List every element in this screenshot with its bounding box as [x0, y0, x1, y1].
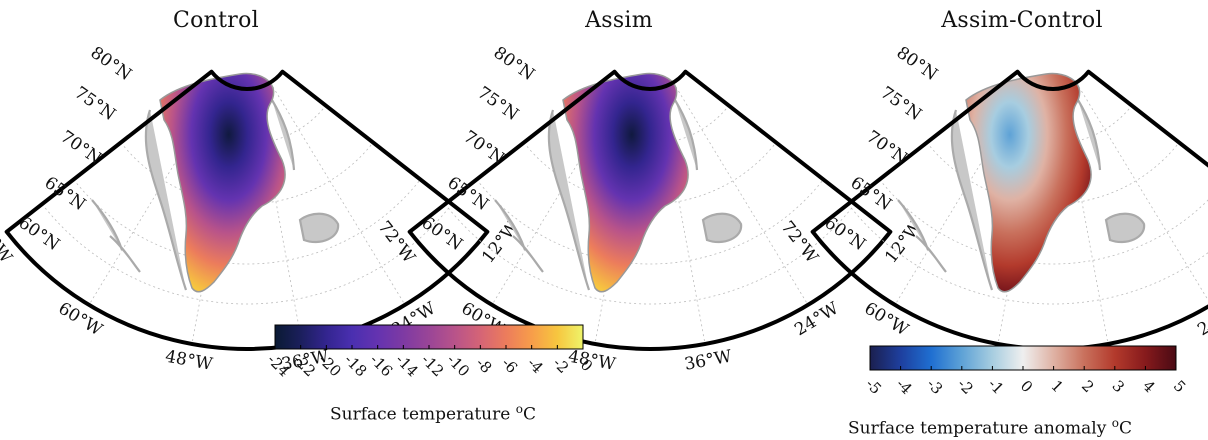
meridian-line	[491, 82, 628, 306]
ice-sheet	[562, 72, 689, 293]
colorbar-tick-label: -5	[862, 375, 885, 398]
colorbar-tick-label: -18	[341, 351, 371, 381]
colorbar-tick-label: 4	[1139, 377, 1158, 396]
colorbar-label-temperature-text: Surface temperature	[330, 404, 511, 425]
meridian-line	[657, 88, 706, 345]
meridian-line	[894, 82, 1031, 306]
colorbar-tick-label: -4	[893, 375, 916, 398]
colorbar-tick-label: -16	[366, 351, 396, 381]
colorbar-tick-label: -1	[984, 375, 1007, 398]
colorbar-label-anomaly-text: Surface temperature anomaly	[848, 418, 1107, 439]
colorbar-0: -24-22-20-18-16-14-12-10 -8 -6 -4 -2 0	[264, 324, 596, 381]
colorbar-tick-label: -6	[498, 354, 521, 377]
panel-title-assim-control: Assim-Control	[941, 8, 1103, 33]
colorbar-tick-label: -24	[264, 351, 294, 381]
colorbar-label-anomaly: Surface temperature anomaly oC	[848, 416, 1132, 439]
colorbar-tick-label: -20	[315, 351, 345, 381]
colorbar-tick-label: 0	[1017, 377, 1036, 396]
colorbar-label-temperature-unit: C	[522, 404, 536, 425]
colorbar-tick-label: 2	[1078, 377, 1097, 396]
coastline	[91, 99, 340, 291]
meridian-line	[88, 82, 225, 306]
colorbar-tick-label: -4	[524, 354, 547, 377]
colorbar-tick-label: -12	[418, 351, 448, 381]
colorbar-1: -5 -4 -3 -2 -1 0 1 2 3 4 5	[862, 345, 1189, 398]
colorbar-tick-label: 1	[1047, 377, 1066, 396]
meridian-line	[269, 82, 406, 306]
meridian-line	[254, 88, 303, 345]
colorbar-tick-label: -2	[549, 354, 572, 377]
coastline	[494, 99, 743, 291]
colorbar-label-anomaly-unit: C	[1118, 418, 1132, 439]
colorbar-label-temperature-sup: o	[515, 402, 523, 416]
colorbar-tick-label: -2	[954, 375, 977, 398]
colorbar-tick-label: 0	[577, 356, 596, 375]
colorbar-tick-label: -22	[289, 351, 319, 381]
parallel-line	[444, 203, 856, 305]
colorbar-tick-label: -3	[923, 375, 946, 398]
panel-title-assim: Assim	[585, 8, 653, 33]
panel-title-control: Control	[173, 8, 259, 33]
colorbar-tick-label: -14	[392, 351, 422, 381]
coastline	[897, 99, 1146, 291]
meridian-line	[672, 82, 809, 306]
parallel-line	[73, 179, 421, 265]
parallel-line	[476, 179, 824, 265]
colorbar-tick-label: 3	[1109, 377, 1128, 396]
map-frame	[810, 69, 1208, 351]
map-panel-0: 80°N75°N70°N65°N60°N72°W60°W48°W 36°W24°W…	[0, 43, 524, 375]
colorbar-label-temperature: Surface temperature oC	[330, 402, 536, 425]
colorbar-label-anomaly-sup: o	[1111, 416, 1119, 430]
colorbar-tick-label: 5	[1170, 377, 1189, 396]
ice-sheet	[965, 72, 1092, 293]
parallel-line	[41, 203, 453, 305]
colorbar-tick-label: -8	[472, 354, 495, 377]
colorbar-tick-label: -10	[443, 351, 473, 381]
parallel-line	[879, 179, 1208, 265]
ice-sheet	[159, 72, 286, 293]
map-frame	[407, 69, 893, 351]
meridian-line	[1075, 82, 1208, 301]
